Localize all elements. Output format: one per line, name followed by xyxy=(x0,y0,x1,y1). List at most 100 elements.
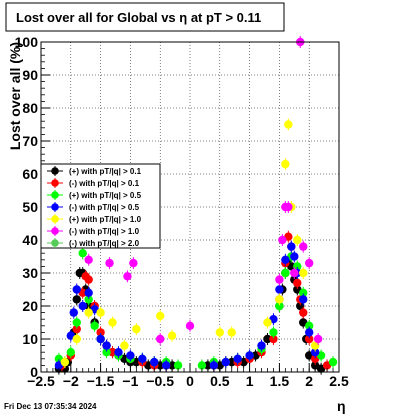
data-point-series-4 xyxy=(299,268,308,278)
data-point-series-3 xyxy=(96,334,105,344)
x-axis-label: η xyxy=(337,398,346,414)
data-point-series-4 xyxy=(72,334,81,344)
data-point-series-5 xyxy=(129,258,138,268)
x-tick-label: −1 xyxy=(122,373,138,389)
legend-label: (-) with pT/|q| > 1.0 xyxy=(69,227,140,236)
data-point-series-5 xyxy=(275,275,284,284)
data-point-series-3 xyxy=(126,351,135,360)
data-point-series-2 xyxy=(281,268,290,278)
data-point-series-3 xyxy=(69,308,78,317)
legend-label: (+) with pT/|q| > 1.0 xyxy=(69,215,142,224)
data-point-series-3 xyxy=(209,361,219,370)
data-point-series-3 xyxy=(84,288,93,297)
data-point-series-2 xyxy=(328,357,338,367)
x-tick-label: −2 xyxy=(63,373,79,389)
data-point-series-3 xyxy=(78,301,87,311)
y-tick-label: 40 xyxy=(22,232,38,248)
legend-label: (+) with pT/|q| > 0.5 xyxy=(69,191,142,200)
data-point-series-1 xyxy=(299,308,308,317)
data-point-series-4 xyxy=(215,328,224,337)
legend: (+) with pT/|q| > 0.1 (-) with pT/|q| > 0… xyxy=(40,163,161,249)
data-point-series-5 xyxy=(305,258,314,268)
legend-marker xyxy=(51,215,59,223)
x-tick-label: −1.5 xyxy=(87,373,115,389)
data-point-series-2 xyxy=(173,361,183,370)
legend-label: (-) with pT/|q| > 2.0 xyxy=(69,239,140,248)
data-point-series-2 xyxy=(78,249,87,258)
y-tick-label: 10 xyxy=(22,331,38,347)
data-point-series-5 xyxy=(105,258,114,268)
data-point-series-1 xyxy=(293,278,302,288)
legend-marker xyxy=(51,227,59,235)
data-point-series-2 xyxy=(102,348,111,357)
data-point-series-1 xyxy=(72,324,81,334)
x-tick-label: 2 xyxy=(305,373,313,389)
legend-marker xyxy=(51,203,59,211)
data-point-series-5 xyxy=(185,321,195,330)
title-box-border xyxy=(5,2,285,32)
y-tick-label: 100 xyxy=(15,34,39,50)
x-tick-label: 1 xyxy=(246,373,254,389)
title-box: Lost over all for Global vs η at pT > 0.… xyxy=(5,2,285,32)
legend-marker xyxy=(51,167,59,175)
y-tick-label: 30 xyxy=(22,265,38,281)
data-point-series-3 xyxy=(275,285,284,294)
data-point-series-3 xyxy=(233,354,242,363)
legend-label: (-) with pT/|q| > 0.5 xyxy=(69,203,140,212)
y-axis-label: Lost over all (%) xyxy=(7,42,23,150)
legend-marker xyxy=(51,191,59,199)
y-tick-label: 0 xyxy=(30,364,38,380)
data-point-series-3 xyxy=(245,351,254,360)
data-point-series-3 xyxy=(287,242,296,251)
x-tick-label: 1.5 xyxy=(270,373,290,389)
data-point-series-3 xyxy=(305,328,314,337)
data-point-series-0 xyxy=(72,295,81,304)
legend-label: (-) with pT/|q| > 0.1 xyxy=(69,179,140,188)
axis-layer: −2.5 −2 −1.5 −1 −0.5 0 0.5 1 1.5 2 2.5 0 10 20 30 40 50 6… xyxy=(15,34,349,389)
data-point-series-5 xyxy=(313,334,323,344)
data-point-series-4 xyxy=(120,341,129,350)
data-point-series-2 xyxy=(269,328,278,337)
data-point-series-3 xyxy=(102,341,111,350)
data-point-series-3 xyxy=(221,357,230,367)
data-point-series-0 xyxy=(263,334,272,344)
data-point-series-4 xyxy=(167,331,177,340)
data-point-series-3 xyxy=(150,357,159,367)
data-point-series-4 xyxy=(96,308,105,317)
data-point-series-2 xyxy=(197,361,207,370)
data-point-series-2 xyxy=(293,262,302,271)
y-tick-label: 60 xyxy=(22,166,38,182)
data-point-series-3 xyxy=(114,348,123,357)
marker-layer xyxy=(54,36,338,375)
data-point-series-4 xyxy=(84,308,93,317)
x-tick-label: −0.5 xyxy=(146,373,174,389)
data-point-series-4 xyxy=(227,328,236,337)
footer-timestamp: Fri Dec 13 07:35:34 2024 xyxy=(4,402,97,411)
data-point-series-4 xyxy=(263,318,272,327)
data-point-series-2 xyxy=(90,321,99,330)
data-point-series-1 xyxy=(84,275,93,284)
data-point-series-4 xyxy=(132,324,141,334)
y-tick-label: 90 xyxy=(22,67,38,83)
data-point-series-4 xyxy=(60,357,70,367)
data-point-series-4 xyxy=(284,120,293,129)
data-point-series-5 xyxy=(156,334,165,344)
data-point-series-0 xyxy=(296,301,305,311)
data-point-series-4 xyxy=(156,311,165,321)
data-point-series-3 xyxy=(310,348,320,357)
legend-label: (+) with pT/|q| > 0.1 xyxy=(69,167,142,176)
data-point-series-3 xyxy=(257,341,266,350)
chart-title: Lost over all for Global vs η at pT > 0.… xyxy=(16,10,261,25)
data-point-series-5 xyxy=(278,235,287,245)
data-point-series-4 xyxy=(293,235,302,245)
y-tick-label: 50 xyxy=(22,199,38,215)
data-point-series-5 xyxy=(123,272,132,281)
data-point-series-3 xyxy=(161,361,171,370)
legend-box xyxy=(40,163,161,249)
data-point-series-2 xyxy=(305,321,314,330)
legend-marker xyxy=(51,179,59,187)
data-point-series-3 xyxy=(72,285,81,294)
data-point-series-3 xyxy=(299,295,308,304)
data-point-series-4 xyxy=(310,341,320,350)
